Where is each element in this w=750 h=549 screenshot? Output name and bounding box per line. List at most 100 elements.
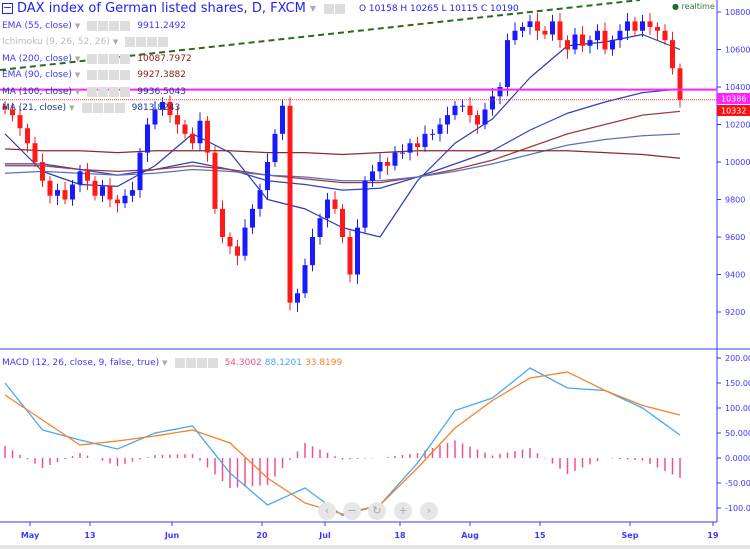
macd-buttons[interactable] (174, 357, 218, 368)
signal-line (4, 371, 681, 515)
candle-body (602, 30, 608, 50)
candle-body (32, 143, 38, 162)
price-label-box (717, 105, 750, 116)
candle-body (497, 87, 503, 97)
scroll-left-button[interactable]: ‹ (318, 502, 336, 520)
indicator-buttons[interactable] (87, 70, 131, 80)
candle-body (340, 208, 345, 237)
x-tick-label: Jul (318, 531, 331, 540)
macd-y-tick-label: -100.0000 (725, 504, 750, 513)
x-tick-label: Sep (622, 531, 639, 540)
candle-body (490, 96, 495, 110)
candle-body (70, 184, 75, 200)
y-tick-label: 9400 (725, 271, 745, 280)
chevron-down-icon[interactable]: ▼ (69, 104, 75, 112)
candle-body (17, 115, 23, 129)
ma-line (4, 148, 681, 159)
candle-body (265, 162, 270, 191)
candle-body (557, 21, 563, 41)
candle-body (100, 186, 105, 196)
candle-body (182, 124, 188, 134)
indicator-legend[interactable]: EMA (90, close) ▼ 9927.3882 (2, 69, 186, 82)
candle-body (565, 40, 570, 50)
y-tick-label: 9600 (725, 233, 745, 242)
candle-body (295, 293, 300, 303)
candle-body (235, 246, 240, 256)
candle-body (227, 237, 233, 247)
candle-body (415, 143, 420, 147)
x-tick-label: May (21, 531, 40, 540)
indicator-buttons[interactable] (87, 86, 131, 97)
ma-line (5, 110, 681, 184)
zoom-out-button[interactable]: − (343, 502, 361, 520)
title-buttons[interactable] (323, 3, 345, 14)
chevron-down-icon[interactable]: ▼ (74, 87, 81, 96)
realtime-indicator: ● realtime (672, 2, 715, 11)
candle-body (10, 109, 15, 116)
y-tick-label: 10800 (725, 8, 750, 17)
candle-body (670, 40, 675, 69)
indicator-value: 9911.2492 (137, 20, 186, 31)
indicator-label: EMA (90, close) (2, 70, 72, 80)
candle-body (550, 21, 555, 35)
candle-body (242, 227, 248, 256)
candle-body (452, 105, 458, 116)
candle-body (377, 162, 383, 172)
candle-body (205, 120, 210, 153)
symbol-title[interactable]: DAX index of German listed shares, D, FX… (17, 1, 306, 16)
indicator-buttons[interactable] (87, 20, 131, 31)
candle-body (92, 180, 98, 196)
candle-body (280, 105, 285, 134)
candle-body (355, 227, 360, 275)
candle-body (250, 208, 255, 228)
candle-body (430, 133, 435, 135)
candle-body (527, 21, 533, 27)
indicator-legend[interactable]: MA (200, close) ▼ 10087.7972 (2, 52, 192, 65)
candle-body (482, 109, 488, 125)
ohlc-values: O 10158 H 10265 L 10115 C 10190 (358, 3, 519, 14)
zoom-in-button[interactable]: + (394, 502, 412, 520)
indicator-label: EMA (55, close) (2, 20, 72, 31)
reset-button[interactable]: ↻ (368, 502, 386, 520)
indicator-buttons[interactable] (81, 103, 125, 113)
y-tick-label: 10400 (725, 83, 750, 92)
candle-body (467, 105, 473, 116)
candle-body (655, 27, 660, 31)
chevron-down-icon[interactable]: ▼ (74, 71, 81, 79)
indicator-legend[interactable]: MA (100, close) ▼ 9936.5043 (2, 85, 186, 98)
chevron-down-icon[interactable]: ▼ (112, 38, 119, 46)
indicator-label: Ichimoku (9, 26, 52, 26) (2, 37, 110, 47)
indicator-buttons[interactable] (87, 53, 131, 64)
candle-body (580, 34, 585, 46)
chevron-down-icon[interactable]: ▼ (162, 358, 168, 367)
y-tick-label: 10600 (725, 46, 750, 55)
candle-body (512, 30, 518, 41)
candle-body (422, 133, 428, 147)
chevron-down-icon[interactable]: ▼ (74, 21, 81, 30)
candle-body (115, 199, 120, 204)
indicator-legend[interactable]: Ichimoku (9, 26, 52, 26) ▼ (2, 36, 175, 49)
candle-body (370, 171, 375, 181)
candle-body (85, 171, 90, 181)
indicator-buttons[interactable] (125, 37, 169, 47)
macd-y-tick-label: 100.0000 (725, 404, 750, 413)
candle-body (662, 30, 668, 41)
scroll-right-button[interactable]: › (420, 502, 438, 520)
x-tick-label: Aug (461, 531, 479, 540)
chevron-down-icon[interactable]: ▼ (74, 54, 81, 63)
indicator-value: 10087.7972 (137, 53, 192, 64)
macd-legend[interactable]: MACD (12, 26, close, 9, false, true) ▼ 5… (2, 356, 342, 369)
candle-body (445, 115, 450, 125)
collapse-icon[interactable]: − (2, 1, 13, 14)
candle-body (475, 115, 480, 125)
indicator-label: MA (200, close) (2, 53, 72, 64)
price-label: 10332 (721, 107, 746, 116)
y-tick-label: 9800 (725, 196, 745, 205)
indicator-legend[interactable]: EMA (55, close) ▼ 9911.2492 (2, 19, 186, 32)
candle-body (145, 124, 150, 153)
indicator-value: 9936.5043 (137, 86, 186, 97)
chevron-down-icon[interactable]: ▼ (309, 4, 316, 13)
indicator-legend[interactable]: MA (21, close) ▼ 9813.8243 (2, 102, 180, 115)
candle-body (310, 237, 315, 266)
